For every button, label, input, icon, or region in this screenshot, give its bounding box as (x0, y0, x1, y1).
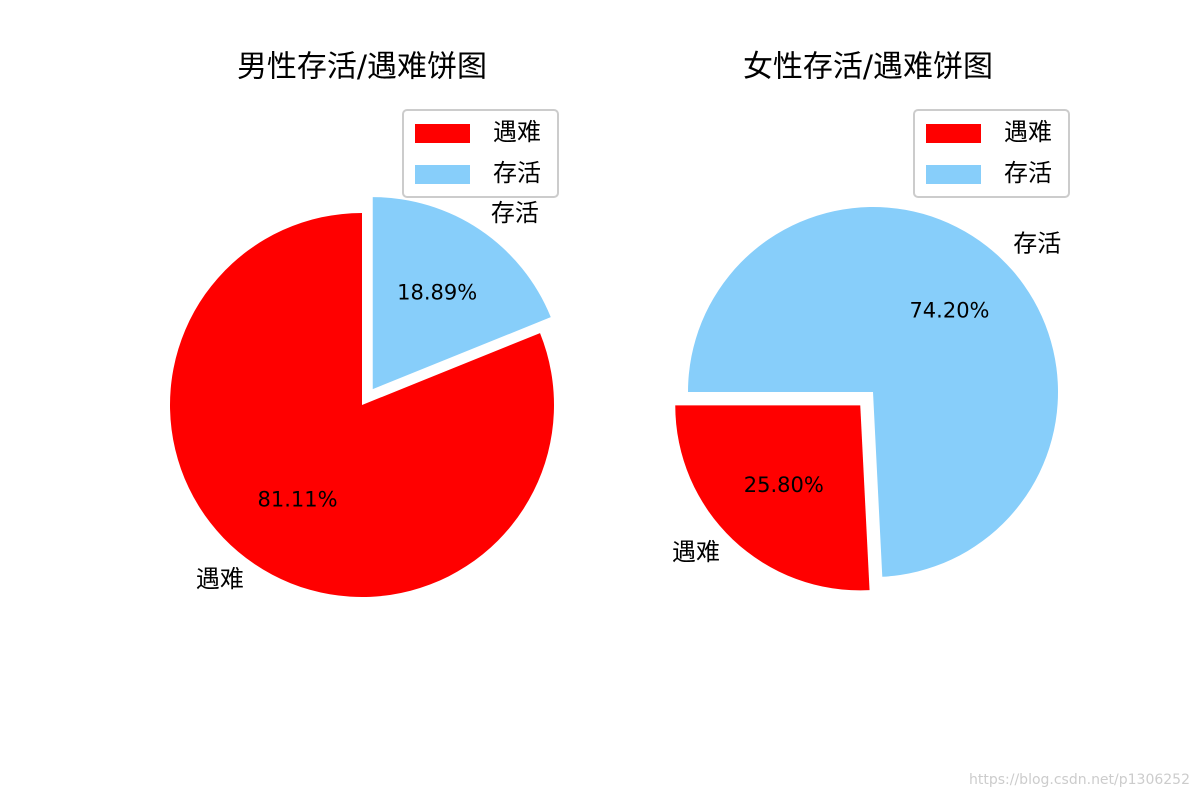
legend-swatch (926, 165, 981, 184)
pie-slice (372, 197, 551, 390)
legend-swatch (415, 124, 470, 143)
legend-label: 遇难 (493, 118, 541, 146)
watermark: https://blog.csdn.net/p1306252 (969, 772, 1190, 788)
value-label: 25.80% (744, 473, 824, 497)
pie-slice (170, 213, 554, 597)
legend-swatch (926, 124, 981, 143)
slice-label: 遇难 (672, 538, 720, 566)
pie-slice (675, 405, 870, 591)
slice-label: 存活 (1013, 230, 1061, 258)
legend-label: 存活 (493, 159, 541, 187)
pie-slice (688, 207, 1059, 577)
legend-label: 存活 (1004, 159, 1052, 187)
legend-label: 遇难 (1004, 118, 1052, 146)
legend-swatch (415, 165, 470, 184)
slice-label: 遇难 (196, 565, 244, 593)
value-label: 18.89% (397, 281, 477, 305)
chart-title: 男性存活/遇难饼图 (237, 50, 487, 85)
chart-title: 女性存活/遇难饼图 (743, 50, 993, 85)
value-label: 74.20% (909, 299, 989, 323)
value-label: 81.11% (258, 488, 338, 512)
slice-label: 存活 (491, 199, 539, 227)
